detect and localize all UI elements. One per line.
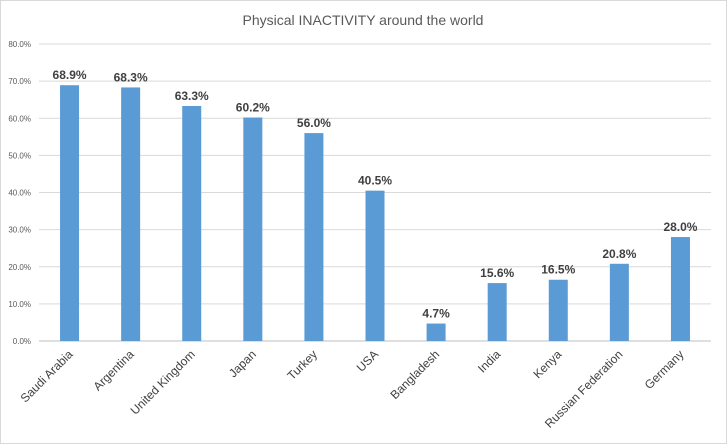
y-axis-tick-labels: 0.0% 10.0% 20.0% 30.0% 40.0% 50.0% 60.0% 70.0% 8… <box>8 40 31 346</box>
x-tick-label: Germany <box>642 347 687 392</box>
bar <box>609 263 629 341</box>
x-tick-label: Japan <box>226 347 259 380</box>
data-label: 68.3% <box>114 70 148 84</box>
bar <box>182 105 202 341</box>
bar <box>243 117 263 341</box>
x-tick-label: Kenya <box>530 347 564 381</box>
bar <box>121 87 141 341</box>
bars <box>60 85 690 342</box>
y-tick-label: 10.0% <box>8 300 31 309</box>
data-label: 56.0% <box>297 116 331 130</box>
x-tick-label: India <box>475 347 504 376</box>
y-tick-label: 70.0% <box>8 77 31 86</box>
y-tick-label: 60.0% <box>8 114 31 123</box>
y-tick-label: 30.0% <box>8 226 31 235</box>
data-label: 28.0% <box>663 220 697 234</box>
y-tick-label: 40.0% <box>8 189 31 198</box>
x-tick-label: United Kingdom <box>128 347 198 417</box>
data-labels: 68.9% 68.3% 63.3% 60.2% 56.0% 40.5% 4.7% 15.6% 1… <box>53 68 698 320</box>
bar <box>426 323 446 341</box>
data-label: 63.3% <box>175 89 209 103</box>
bar <box>487 283 507 341</box>
data-label: 68.9% <box>53 68 87 82</box>
bar <box>304 133 324 341</box>
bar <box>60 85 80 342</box>
bar <box>670 237 690 341</box>
data-label: 20.8% <box>602 247 636 261</box>
data-label: 40.5% <box>358 174 392 188</box>
bar <box>365 190 385 341</box>
data-label: 15.6% <box>480 266 514 280</box>
chart-title: Physical INACTIVITY around the world <box>243 12 484 28</box>
data-label: 4.7% <box>422 307 450 321</box>
x-tick-label: USA <box>354 347 381 374</box>
bar <box>548 279 568 341</box>
y-tick-label: 20.0% <box>8 263 31 272</box>
x-tick-label: Bangladesh <box>387 347 442 402</box>
x-tick-label: Saudi Arabia <box>18 347 76 405</box>
data-label: 60.2% <box>236 101 270 115</box>
y-tick-label: 50.0% <box>8 151 31 160</box>
y-tick-label: 0.0% <box>13 337 31 346</box>
x-tick-label: Argentina <box>91 347 137 393</box>
x-tick-label: Turkey <box>285 347 321 383</box>
y-tick-label: 80.0% <box>8 40 31 49</box>
data-label: 16.5% <box>541 263 575 277</box>
